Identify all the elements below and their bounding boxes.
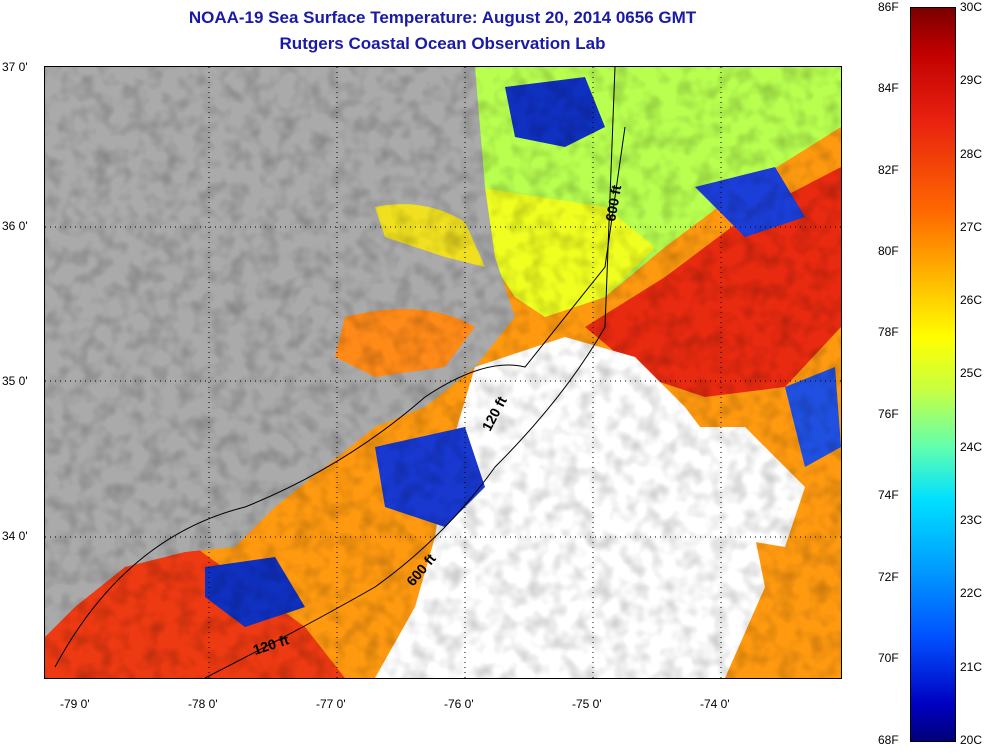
colorbar-c-label: 25C <box>960 366 983 380</box>
colorbar-f-label: 82F <box>878 163 899 177</box>
colorbar-c-label: 22C <box>960 586 983 600</box>
colorbar-f-label: 86F <box>878 0 899 14</box>
colorbar-c-label: 23C <box>960 513 983 527</box>
lon-label: -74 0' <box>700 697 730 711</box>
colorbar-c-label: 24C <box>960 440 983 454</box>
colorbar-f-label: 80F <box>878 244 899 258</box>
colorbar-c-label: 28C <box>960 147 983 161</box>
lon-label: -76 0' <box>444 697 474 711</box>
colorbar-f-label: 84F <box>878 81 899 95</box>
colorbar-f-label: 72F <box>878 570 899 584</box>
color-scale-bar <box>910 7 956 742</box>
colorbar-c-label: 29C <box>960 73 983 87</box>
sst-map: 600 ft 120 ft 600 ft 120 ft <box>44 66 842 679</box>
lon-label: -79 0' <box>60 697 90 711</box>
colorbar-f-label: 76F <box>878 407 899 421</box>
colorbar-f-label: 74F <box>878 488 899 502</box>
lat-label: 36 0' <box>2 219 28 233</box>
lon-label: -75 0' <box>572 697 602 711</box>
lon-label: -78 0' <box>188 697 218 711</box>
colorbar-c-label: 20C <box>960 733 983 747</box>
colorbar-c-label: 21C <box>960 660 983 674</box>
lat-label: 35 0' <box>2 374 28 388</box>
map-subtitle: Rutgers Coastal Ocean Observation Lab <box>279 34 606 53</box>
colorbar-c-label: 30C <box>960 0 983 14</box>
colorbar-f-label: 68F <box>878 733 899 747</box>
isobath-label-600-north: 600 ft <box>602 183 624 222</box>
lat-label: 37 0' <box>2 60 28 74</box>
lat-label: 34 0' <box>2 529 28 543</box>
colorbar-f-label: 70F <box>878 651 899 665</box>
map-title: NOAA-19 Sea Surface Temperature: August … <box>188 8 697 27</box>
colorbar-f-label: 78F <box>878 325 899 339</box>
lon-label: -77 0' <box>316 697 346 711</box>
colorbar-c-label: 26C <box>960 293 983 307</box>
sst-map-image: 600 ft 120 ft 600 ft 120 ft <box>45 67 841 678</box>
colorbar-c-label: 27C <box>960 220 983 234</box>
